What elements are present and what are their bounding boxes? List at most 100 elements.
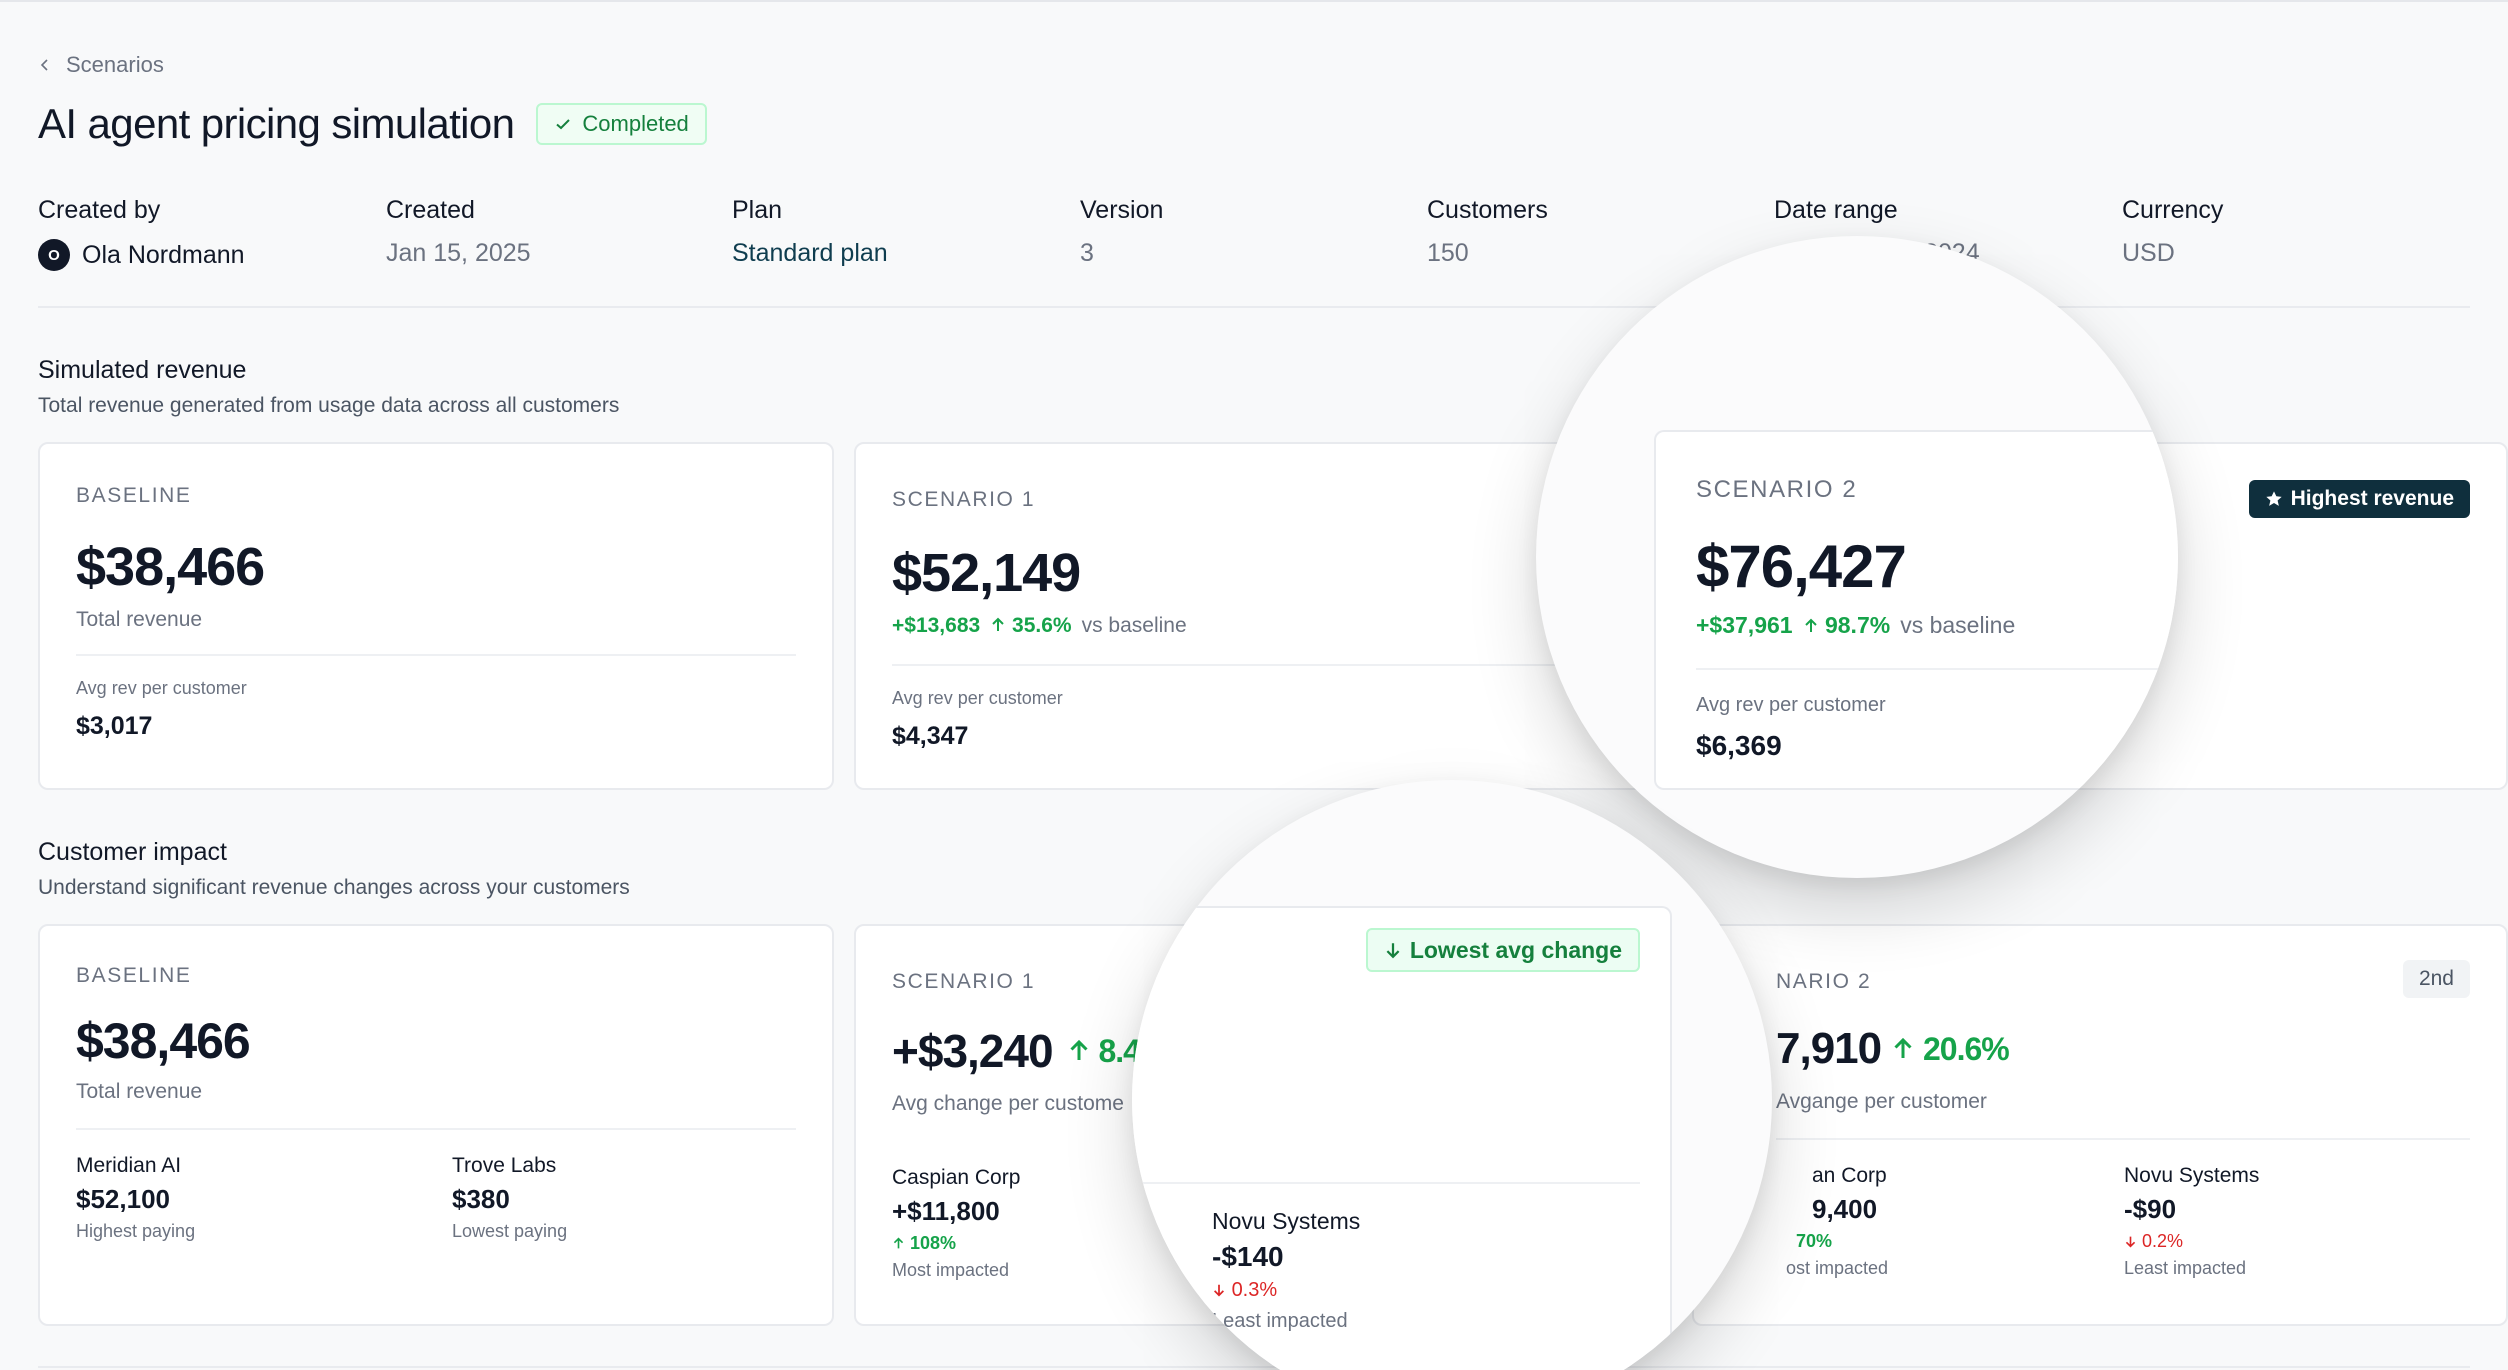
arrow-up-icon [1894,1037,1912,1058]
customer-tag: Lowest paying [452,1221,568,1241]
revenue-note: Total revenue [76,608,203,631]
card-divider [76,654,796,656]
impact-scenario1-magnified: Lowest avg change Novu Systems -$140 0.3… [1132,906,1672,1370]
status-text: Completed [582,111,689,136]
revenue-value: $76,427 [1696,533,1907,600]
arrow-up-icon [992,617,1004,631]
badge-text: Lowest avg change [1409,936,1622,963]
card-divider [76,1128,796,1130]
revenue-value: $38,466 [76,537,265,597]
lowest-avg-change-badge: Lowest avg change [1365,928,1640,972]
card-divider [1132,1182,1640,1184]
breadcrumb[interactable]: Scenarios [38,52,164,78]
meta-created-by: Created by O Ola Nordmann [38,196,245,271]
avg-value: $4,347 [892,722,969,750]
avg-label: Avg rev per customer [76,678,247,698]
rank-badge: 2nd [2402,960,2470,998]
customer-name: Meridian AI [76,1154,182,1177]
meta-label: Created by [38,196,161,224]
delta-line: +$13,683 35.6% vs baseline [892,614,1187,638]
customer-name: Caspian Corp [892,1166,1021,1189]
arrow-down-icon [1386,943,1400,959]
avg-change-pct: 8.4 [1067,1033,1141,1070]
highest-revenue-badge: Highest revenue [2248,480,2470,518]
avg-value: $3,017 [76,712,153,740]
magnifier-lens-revenue: SCENARIO 2 $76,427 +$37,961 98.7% vs bas… [1536,236,2178,878]
delta-pct-value: 98.7% [1824,612,1891,638]
delta-abs: +$13,683 [892,614,981,637]
card-label: SCENARIO 2 [1696,476,1858,503]
meta-label: Date range [1774,196,1898,224]
customer-value: +$11,800 [892,1196,1000,1226]
delta-pct: 98.7% [1803,612,1891,639]
meta-value: USD [2122,239,2175,267]
meta-label: Created [386,196,475,224]
revenue-note: Total revenue [76,1080,203,1103]
chevron-left-icon [40,59,48,71]
customer-value: -$90 [2124,1194,2177,1224]
section-subtitle-revenue: Total revenue generated from usage data … [38,394,620,417]
impact-scenario2-card: 2nd NARIO 2 7,910 20.6% Avgange per cust… [1692,924,2508,1326]
plan-link[interactable]: Standard plan [732,239,888,267]
least-impacted-customer[interactable]: Novu Systems -$140 0.3% Least impacted [1212,1208,1360,1333]
card-label: SCENARIO 1 [892,488,1036,511]
avg-label: Avg rev per customer [1696,694,1886,716]
avg-change-amount: 7,910 [1776,1024,1882,1073]
customer-delta: 0.3% [1212,1279,1360,1302]
revenue-baseline-card: BASELINE $38,466 Total revenue Avg rev p… [38,442,834,790]
customer-value: -$140 [1212,1241,1284,1272]
customer-tag: Highest paying [76,1221,196,1241]
avg-change-pct: 20.6% [1891,1030,2010,1068]
customer-name: Trove Labs [452,1154,557,1177]
breadcrumb-scenarios-link[interactable]: Scenarios [66,52,164,77]
vs-baseline: vs baseline [1900,612,2016,638]
arrow-up-icon [893,1237,904,1249]
vs-baseline: vs baseline [1081,614,1187,637]
meta-customers: Customers 150 [1427,196,1548,268]
customer-value: $52,100 [76,1184,170,1214]
revenue-value: $52,149 [892,543,1081,603]
avg-change-amount: +$3,240 [892,1025,1054,1077]
check-icon [556,119,571,130]
customer-delta: 108% [892,1233,1020,1254]
meta-plan: Plan Standard plan [732,196,888,268]
pct-value: 20.6% [1923,1030,2010,1067]
delta-pct: 35.6% [990,614,1072,638]
card-label: NARIO 2 [1776,970,1872,993]
delta-value: 108% [910,1233,957,1253]
card-divider [1776,1138,2470,1140]
badge-text: Highest revenue [2290,487,2454,510]
avg-change-value: +$3,240 8.4 [892,1024,1141,1078]
section-subtitle-impact: Understand significant revenue changes a… [38,876,630,899]
card-label: BASELINE [76,484,192,507]
arrow-down-icon [1214,1284,1224,1297]
revenue-value: $38,466 [76,1013,251,1069]
delta-abs: +$37,961 [1696,612,1793,638]
arrow-up-icon [1070,1039,1088,1060]
impact-baseline-card: BASELINE $38,466 Total revenue Meridian … [38,924,834,1326]
lowest-paying-customer[interactable]: Trove Labs $380 Lowest paying [452,1154,567,1242]
metadata-row: Created by O Ola Nordmann Created Jan 15… [38,196,2470,276]
customer-name: an Corp [1812,1164,1887,1187]
least-impacted-customer[interactable]: Novu Systems -$90 0.2% Least impacted [2124,1164,2259,1279]
most-impacted-customer[interactable]: an Corp 9,400 70% ost impacted [1776,1164,1888,1279]
avatar: O [38,239,70,271]
card-label: BASELINE [76,964,192,987]
customer-delta: 0.2% [2124,1231,2259,1252]
customer-name: Novu Systems [1212,1208,1361,1234]
avg-label: Avg rev per customer [892,688,1063,708]
meta-value: 150 [1427,239,1469,267]
meta-label: Plan [732,196,783,224]
avg-change-value: 7,910 20.6% [1776,1024,2010,1074]
meta-value: Jan 15, 2025 [386,239,531,267]
most-impacted-customer[interactable]: Caspian Corp +$11,800 108% Most impacted [892,1166,1020,1281]
arrow-down-icon [2125,1236,2136,1248]
highest-paying-customer[interactable]: Meridian AI $52,100 Highest paying [76,1154,195,1242]
customer-tag: ost impacted [1786,1258,1889,1278]
avg-change-note: Avgange per customer [1776,1090,1987,1113]
meta-version: Version 3 [1080,196,1163,268]
avg-change-note: Avg change per custome [892,1092,1124,1115]
creator-name: Ola Nordmann [82,240,245,269]
arrow-up-icon [1804,618,1817,632]
card-divider [892,664,1630,666]
